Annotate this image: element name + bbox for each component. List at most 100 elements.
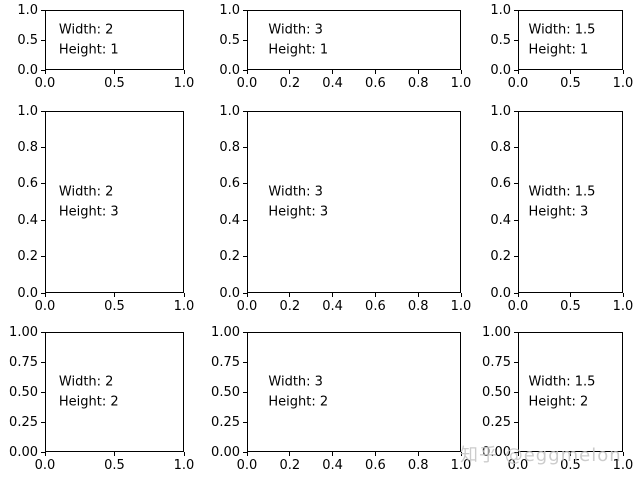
y-tick — [41, 69, 45, 71]
x-tick-label: 0.0 — [236, 299, 258, 314]
x-tick-label: 0.0 — [34, 458, 56, 473]
x-tick-label: 0.8 — [407, 458, 429, 473]
x-tick-label: 1.0 — [612, 458, 634, 473]
y-tick — [41, 331, 45, 333]
annotation-line: Height: 1 — [268, 42, 329, 57]
x-tick-label: 0.5 — [560, 299, 581, 314]
annotation-line: Height: 2 — [528, 394, 589, 409]
x-tick — [622, 452, 624, 456]
y-tick — [243, 39, 247, 41]
x-tick — [114, 70, 115, 74]
annotation-text: Width: 2 Height: 3 — [59, 183, 119, 222]
x-tick-label: 1.0 — [450, 76, 472, 91]
y-tick — [41, 39, 45, 41]
x-tick-label: 0.4 — [322, 299, 343, 314]
annotation-line: Width: 3 — [268, 374, 323, 390]
y-tick — [514, 39, 518, 41]
x-tick-label: 0.0 — [507, 76, 529, 91]
y-tick — [514, 421, 518, 423]
x-tick — [246, 452, 248, 456]
y-tick-label: 0.0 — [219, 285, 240, 301]
y-tick-label: 0.6 — [17, 176, 38, 192]
y-tick-label: 1.0 — [219, 103, 240, 119]
annotation-line: Height: 3 — [268, 204, 329, 219]
y-tick — [514, 451, 518, 453]
y-tick-label: 0.00 — [482, 444, 511, 460]
y-tick — [514, 256, 518, 258]
annotation-line: Width: 3 — [268, 22, 323, 38]
x-tick — [44, 452, 46, 456]
y-tick-label: 0.8 — [219, 139, 240, 155]
subplot-box-r2c2 — [518, 332, 623, 452]
y-tick-label: 1.00 — [9, 324, 38, 340]
y-tick — [243, 391, 247, 393]
x-tick — [374, 452, 376, 456]
y-tick — [514, 9, 518, 11]
annotation-text: Width: 3 Height: 1 — [268, 21, 328, 60]
x-tick — [332, 452, 334, 456]
y-tick-label: 0.4 — [17, 212, 38, 228]
subplot-box-r0c1 — [247, 10, 461, 70]
y-tick — [243, 331, 247, 333]
y-tick-label: 0.75 — [482, 354, 511, 370]
subplot-box-r2c0 — [45, 332, 184, 452]
y-tick-label: 0.5 — [17, 32, 38, 48]
y-tick-label: 0.8 — [17, 139, 38, 155]
y-tick — [243, 292, 247, 294]
x-tick-label: 1.0 — [450, 458, 472, 473]
y-tick — [514, 110, 518, 112]
x-tick — [44, 293, 46, 297]
x-tick — [460, 452, 462, 456]
x-tick-label: 0.0 — [34, 299, 56, 314]
y-tick — [514, 292, 518, 294]
y-tick-label: 0.50 — [9, 384, 38, 400]
annotation-text: Width: 1.5 Height: 2 — [529, 373, 596, 412]
subplot-box-r1c0 — [45, 111, 184, 293]
annotation-line: Height: 1 — [528, 42, 589, 57]
annotation-line: Width: 2 — [58, 184, 114, 200]
x-tick — [417, 70, 419, 74]
y-tick-label: 0.25 — [211, 414, 240, 430]
y-tick-label: 0.0 — [490, 285, 511, 301]
y-tick-label: 0.4 — [490, 212, 511, 228]
y-tick — [41, 361, 45, 363]
x-tick — [183, 452, 185, 456]
x-tick — [622, 70, 624, 74]
x-tick — [460, 70, 462, 74]
x-tick-label: 0.2 — [279, 299, 301, 314]
x-tick-label: 0.6 — [365, 299, 386, 314]
y-tick — [243, 421, 247, 423]
x-tick — [183, 293, 185, 297]
x-tick — [417, 452, 419, 456]
x-tick — [246, 70, 248, 74]
y-tick — [41, 183, 45, 185]
x-tick-label: 1.0 — [612, 76, 634, 91]
x-tick-label: 0.5 — [104, 76, 125, 91]
y-tick-label: 0.00 — [9, 444, 38, 460]
y-tick-label: 1.00 — [482, 324, 511, 340]
x-tick-label: 0.0 — [34, 76, 56, 91]
x-tick-label: 0.6 — [365, 76, 386, 91]
y-tick-label: 1.0 — [490, 103, 511, 119]
annotation-line: Width: 2 — [58, 374, 114, 390]
y-tick — [41, 9, 45, 11]
x-tick — [570, 70, 571, 74]
x-tick — [517, 452, 519, 456]
annotation-line: Width: 2 — [58, 22, 114, 38]
annotation-line: Height: 1 — [58, 42, 119, 57]
x-tick — [114, 452, 115, 456]
x-tick — [332, 293, 334, 297]
subplot-box-r1c2 — [518, 111, 623, 293]
x-tick — [570, 452, 571, 456]
annotation-line: Height: 3 — [528, 204, 589, 219]
y-tick — [243, 110, 247, 112]
x-tick — [517, 293, 519, 297]
annotation-line: Width: 1.5 — [528, 374, 596, 390]
x-tick-label: 1.0 — [173, 299, 195, 314]
x-tick — [114, 293, 115, 297]
y-tick — [41, 219, 45, 221]
y-tick — [514, 391, 518, 393]
y-tick-label: 0.25 — [9, 414, 38, 430]
y-tick — [514, 183, 518, 185]
y-tick-label: 0.6 — [490, 176, 511, 192]
